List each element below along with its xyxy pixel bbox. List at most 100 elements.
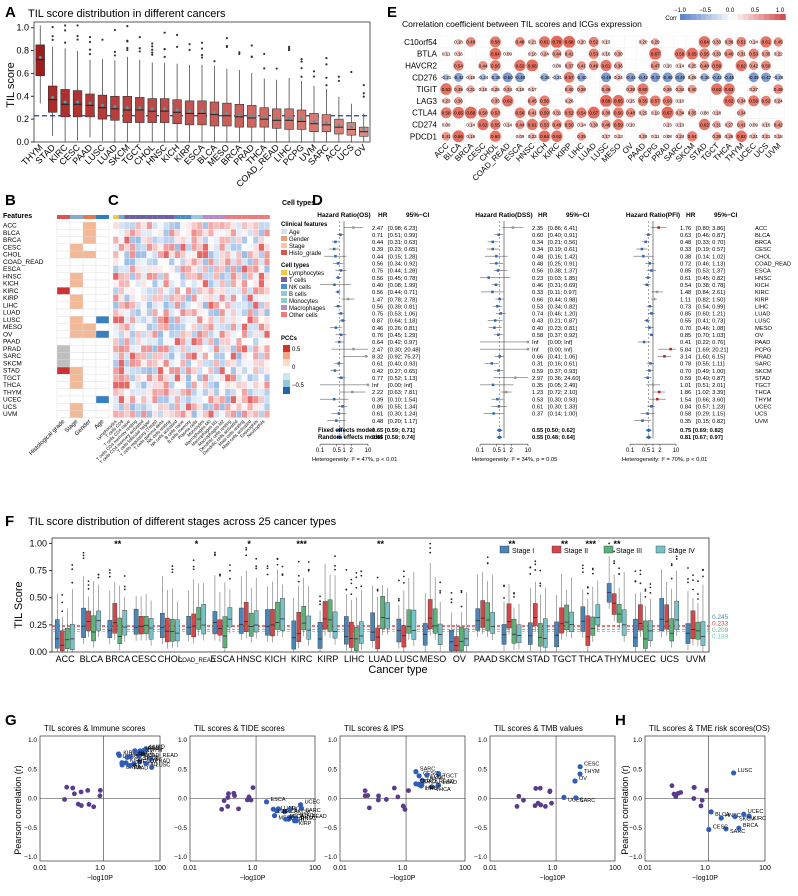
a-mean-point-THCA xyxy=(262,115,266,119)
e-legend-step xyxy=(743,14,749,20)
c-cell xyxy=(224,287,231,295)
e-value: 0.52 xyxy=(565,111,574,116)
c-cell xyxy=(219,388,226,397)
b-cell xyxy=(69,388,84,397)
f-hline-label: 0.209 xyxy=(712,627,729,634)
e-value: 0.62 xyxy=(700,122,709,127)
c-cell xyxy=(258,388,265,397)
d-cancer-label-KIRC: KIRC xyxy=(755,290,769,296)
e-cell xyxy=(685,118,699,131)
c-cell xyxy=(252,287,259,295)
d-hr-value: 0.70 xyxy=(680,369,691,375)
c-cell xyxy=(112,359,119,368)
e-dot xyxy=(502,72,513,83)
c-top-bar xyxy=(230,215,237,219)
b-cell xyxy=(69,410,84,418)
c-cell xyxy=(146,345,153,353)
f-outlier xyxy=(539,582,542,585)
e-value: -0.50 xyxy=(503,75,514,80)
panel-c-legend: Clinical features Cell types PCCs AgeGen… xyxy=(281,222,328,394)
c-cell xyxy=(213,301,220,310)
g4-dot-ns xyxy=(538,802,544,808)
c-cell xyxy=(146,294,153,302)
c-cell xyxy=(219,301,226,310)
d-hr-value: Inf xyxy=(372,383,379,389)
b-top-segment xyxy=(70,215,83,219)
g3-dot-ns xyxy=(406,788,411,793)
f-box-LUAD xyxy=(380,596,385,629)
e-dot xyxy=(505,51,511,57)
d-hr-value: 0.66 xyxy=(532,297,543,303)
a-outlier xyxy=(325,76,328,79)
e-value: 0.54 xyxy=(577,111,586,116)
h-ytick: −1.0 xyxy=(629,854,642,861)
g1-label-PRAD: PRAD xyxy=(155,759,170,765)
e-value: 0.59 xyxy=(675,52,684,57)
c-cell xyxy=(213,279,220,288)
c-cell xyxy=(163,301,170,310)
g3-ytick: −0.5 xyxy=(324,825,337,832)
c-legend-clinical-swatch xyxy=(281,236,287,241)
c-cell xyxy=(152,330,158,339)
c-cell xyxy=(168,301,175,310)
e-row-label-C10orf54: C10orf54 xyxy=(404,38,437,47)
g1-dot-ns xyxy=(97,787,103,793)
d-ci-value: [0.49; 1.00] xyxy=(696,369,725,375)
g3-dot-ns xyxy=(402,807,408,812)
g4-dot-OV xyxy=(572,778,578,784)
e-dot xyxy=(491,96,500,105)
e-legend-step xyxy=(748,14,755,20)
c-cell xyxy=(236,236,242,244)
g2-xtick: 1.0 xyxy=(248,865,258,872)
f-box-ESCA xyxy=(227,607,233,628)
e-dot xyxy=(723,95,735,107)
f-outlier xyxy=(87,587,90,590)
f-box-CESC xyxy=(138,616,144,635)
c-cell xyxy=(224,366,231,375)
e-cell xyxy=(562,130,576,143)
c-cell xyxy=(247,316,254,324)
e-dot xyxy=(701,110,707,116)
e-value: 0.17 xyxy=(602,134,611,139)
a-ytick-label: 0.2 xyxy=(16,114,29,124)
c-cell xyxy=(258,294,265,302)
c-cell xyxy=(230,366,237,375)
c-cell xyxy=(196,381,203,389)
c-cell xyxy=(118,265,125,273)
d-point xyxy=(511,226,515,229)
e-value: -0.47 xyxy=(650,75,661,80)
e-value: 0.67 xyxy=(651,52,660,57)
c-cell xyxy=(163,395,170,404)
e-legend-step xyxy=(780,14,786,20)
f-box-BRCA xyxy=(117,617,123,644)
g1-dot-KIRC xyxy=(116,752,122,759)
c-cell xyxy=(224,323,231,331)
g2-dot-STAD xyxy=(293,815,299,821)
g2-label-ESCA: ESCA xyxy=(271,797,286,803)
d-ci-value: [0.31; 0.69] xyxy=(548,283,577,289)
c-cell xyxy=(163,337,170,346)
d-ci-value: [0.52; 1.13] xyxy=(388,376,417,382)
f-hline-label: 0.189 xyxy=(712,633,729,640)
e-dot xyxy=(478,107,489,118)
g3-label-LIHC: LIHC xyxy=(425,786,438,792)
panel-a-yticks: 0.00.20.40.60.81.0 xyxy=(16,23,34,147)
e-value: -0.40 xyxy=(576,75,587,80)
c-cell xyxy=(258,301,265,310)
g1-dot-PRAD xyxy=(148,756,154,762)
d-ci-value: [0.19; 0.57] xyxy=(696,247,725,253)
b-row-label-LIHC: LIHC xyxy=(3,302,18,309)
e-dot xyxy=(737,49,746,58)
b-row-label-KIRP: KIRP xyxy=(3,295,18,302)
b-cell xyxy=(82,366,97,375)
f-xlabel-TGCT: TGCT xyxy=(552,654,577,664)
c-cell xyxy=(140,359,147,368)
c-cell xyxy=(196,301,203,310)
c-cell xyxy=(230,294,237,302)
b-cell xyxy=(69,381,84,389)
b-cell xyxy=(82,272,97,281)
b-row-label-COAD_READ: COAD_READ xyxy=(3,259,44,266)
c-cell xyxy=(112,388,119,397)
f-outlier xyxy=(350,578,353,581)
c-cell xyxy=(174,395,181,404)
